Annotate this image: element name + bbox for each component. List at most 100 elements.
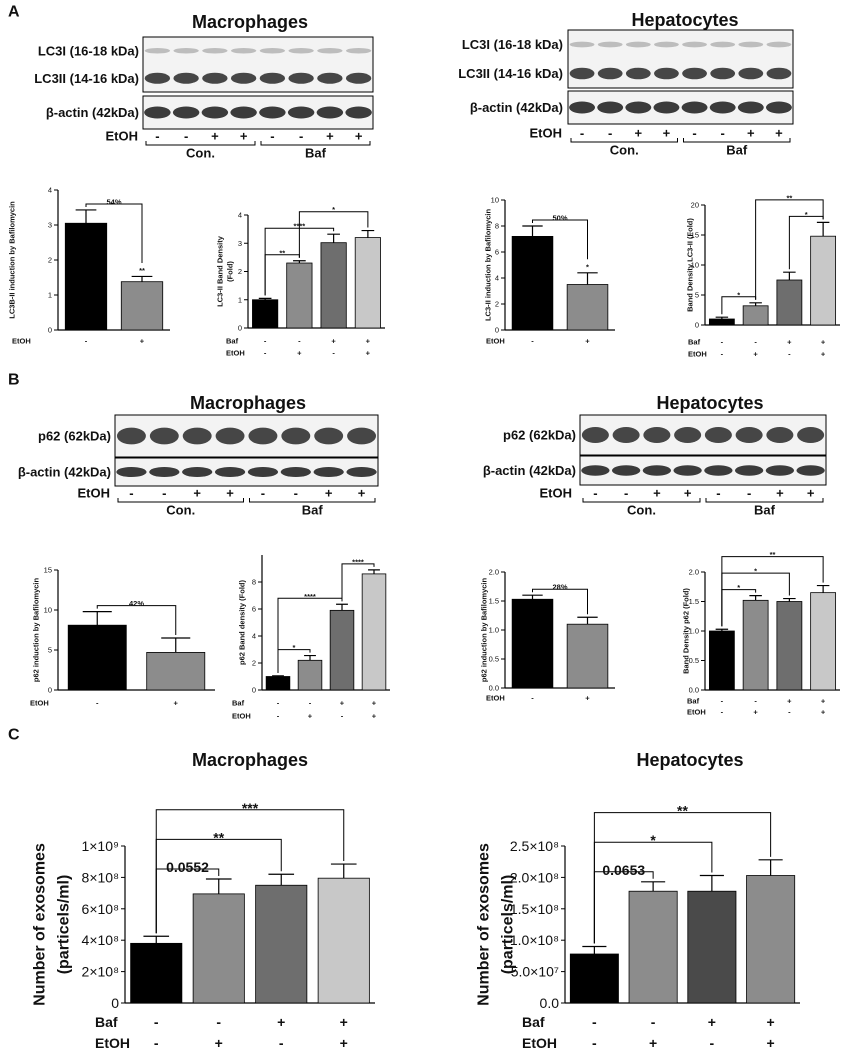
significance-bracket [155,809,345,934]
x-row-sign: - [309,699,312,708]
y-axis-label: p62 induction by Bafilomycin [480,577,489,682]
x-row-sign: - [721,350,724,359]
bracket-label: ** [786,193,792,202]
error-bar [816,221,830,237]
y-tick-label: 6 [252,605,256,614]
bracket-label: * [650,832,656,848]
bracket-label: * [754,567,757,576]
x-row-label: Baf [232,699,245,708]
treatment-label: EtOH [78,486,111,501]
y-axis-label: Band Density p62 (Fold) [682,588,691,674]
y-tick-label: 1.5 [489,597,499,606]
bracket-label: *** [242,800,259,816]
x-row-sign: + [767,1035,775,1050]
y-tick-label: 2.0 [489,568,499,577]
bracket-label: * [332,205,335,214]
x-row-sign: + [753,708,758,717]
bar [297,659,323,691]
band [281,427,311,445]
band [314,427,344,445]
x-row-sign: + [215,1035,223,1050]
treatment-sign: - [261,486,265,501]
blot-title: Macrophages [192,12,308,32]
y-tick-label: 4 [238,211,242,220]
band [149,427,179,445]
significance-bracket [593,812,772,944]
y-tick-label: 5 [695,291,699,300]
group-label: Baf [305,146,327,161]
x-row-sign: - [85,337,88,346]
bar [566,623,609,689]
error-bar [161,637,191,653]
error-bar [336,603,348,611]
x-row-label: EtOH [687,708,706,717]
treatment-sign: - [624,486,628,501]
group-label: Baf [726,143,748,158]
x-row-label: EtOH [522,1035,557,1050]
group-label: Con. [610,143,639,158]
band [738,67,764,80]
y-tick-label: 4 [495,274,499,283]
treatment-label: EtOH [106,129,139,144]
chart-title: Macrophages [192,750,308,770]
y-tick-label: 6 [495,248,499,257]
treatment-sign: + [226,486,234,501]
x-row-sign: - [788,708,791,717]
blot-row-label: LC3I (16-18 kDa) [462,37,563,52]
treatment-sign: + [653,486,661,501]
x-row-sign: - [592,1014,597,1030]
band [642,465,672,476]
x-row-sign: + [767,1014,775,1030]
y-tick-label: 2 [495,300,499,309]
x-row-sign: + [787,338,792,347]
y-axis-label: LC3-II induction by Bafilomycin [484,209,493,322]
y-tick-label: 1.0 [689,627,699,636]
error-bar [272,675,284,677]
band [643,427,671,443]
band [597,67,623,80]
blot-row-label: LC3II (14-16 kDa) [34,71,139,86]
x-row-sign: - [721,708,724,717]
x-row-sign: - [279,1035,284,1050]
error-bar [749,595,762,601]
bar [742,305,769,326]
y-tick-label: 0 [48,686,52,695]
y-axis-label: LC3-II Band Density [216,235,225,307]
significance-bracket [341,563,375,602]
band [654,41,679,48]
error-bar [522,594,543,600]
bracket-label: 0.0653 [602,862,645,878]
y-axis-label: Band Density LC3-II (Fold) [686,218,695,312]
x-row-sign: + [174,699,179,708]
bracket-label: 50% [552,214,567,223]
group-bracket [582,498,701,503]
band [797,427,825,443]
significance-label: * [586,262,589,271]
treatment-sign: + [326,129,334,144]
significance-bracket [721,556,824,627]
band [182,466,213,478]
error-bar [577,616,598,625]
bar [708,630,735,691]
band [173,72,199,84]
band [313,466,344,478]
significance-bracket [532,219,588,260]
y-tick-label: 10 [691,261,699,270]
x-row-sign: - [298,337,301,346]
band [625,67,651,80]
group-bracket [117,498,244,503]
y-tick-label: 8×10⁸ [82,869,120,885]
error-bar [582,945,607,955]
group-label: Con. [186,146,215,161]
y-tick-label: 4 [252,632,256,641]
bracket-label: ** [677,803,688,819]
bar [810,592,837,691]
y-axis-label: Number of exosomes [476,843,493,1006]
y-tick-label: 1 [48,291,52,300]
band [280,466,311,478]
band [116,466,147,478]
x-row-label: EtOH [688,350,707,359]
bracket-label: 54% [106,197,121,206]
group-label: Baf [754,503,776,518]
band [766,427,794,443]
